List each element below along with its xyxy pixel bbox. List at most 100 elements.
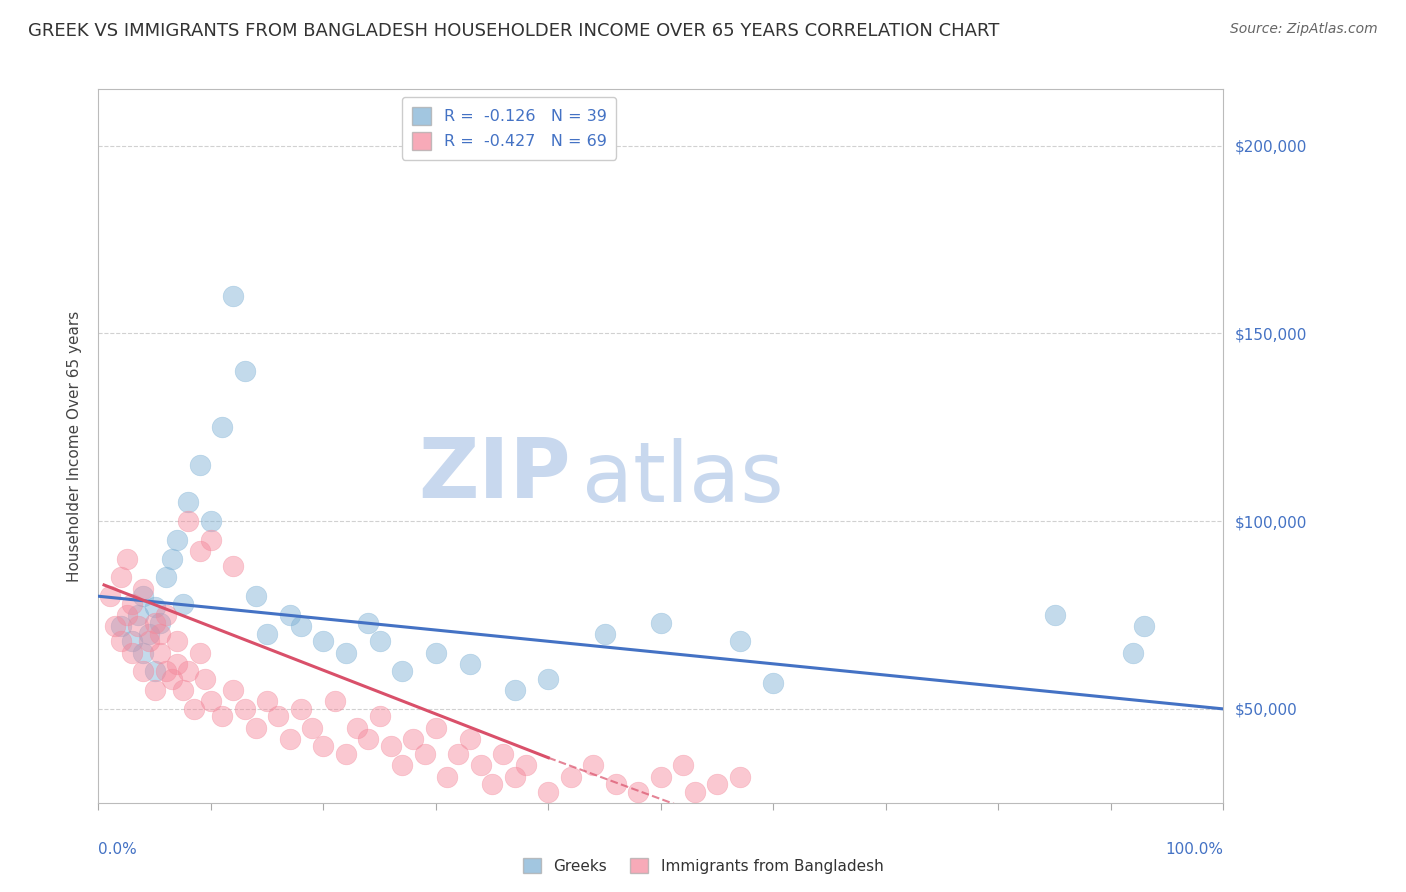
- Point: [368, 634, 391, 648]
- Point: [110, 634, 132, 648]
- Point: [278, 607, 301, 622]
- Point: [380, 739, 402, 754]
- Point: [470, 758, 492, 772]
- Point: [357, 731, 380, 746]
- Point: [593, 627, 616, 641]
- Point: [222, 559, 245, 574]
- Point: [155, 607, 177, 622]
- Point: [166, 634, 188, 648]
- Point: [155, 570, 177, 584]
- Point: [200, 533, 222, 547]
- Point: [672, 758, 695, 772]
- Point: [335, 646, 357, 660]
- Point: [188, 458, 211, 472]
- Point: [233, 702, 256, 716]
- Point: [312, 634, 335, 648]
- Point: [132, 665, 155, 679]
- Point: [391, 758, 413, 772]
- Point: [402, 731, 425, 746]
- Point: [149, 627, 172, 641]
- Point: [132, 646, 155, 660]
- Point: [278, 731, 301, 746]
- Point: [537, 672, 560, 686]
- Point: [200, 514, 222, 528]
- Point: [290, 702, 312, 716]
- Point: [290, 619, 312, 633]
- Text: GREEK VS IMMIGRANTS FROM BANGLADESH HOUSEHOLDER INCOME OVER 65 YEARS CORRELATION: GREEK VS IMMIGRANTS FROM BANGLADESH HOUS…: [28, 22, 1000, 40]
- Point: [560, 770, 582, 784]
- Point: [211, 709, 233, 723]
- Point: [447, 747, 470, 761]
- Point: [143, 615, 166, 630]
- Point: [143, 600, 166, 615]
- Point: [458, 731, 481, 746]
- Point: [1043, 607, 1066, 622]
- Point: [104, 619, 127, 633]
- Point: [650, 770, 672, 784]
- Point: [728, 634, 751, 648]
- Point: [537, 784, 560, 798]
- Legend: R =  -0.126   N = 39, R =  -0.427   N = 69: R = -0.126 N = 39, R = -0.427 N = 69: [402, 97, 616, 160]
- Point: [413, 747, 436, 761]
- Point: [515, 758, 537, 772]
- Point: [166, 657, 188, 671]
- Point: [121, 597, 143, 611]
- Point: [582, 758, 605, 772]
- Point: [706, 777, 728, 791]
- Point: [481, 777, 503, 791]
- Point: [149, 615, 172, 630]
- Point: [177, 665, 200, 679]
- Point: [160, 672, 183, 686]
- Point: [211, 420, 233, 434]
- Point: [115, 607, 138, 622]
- Point: [346, 721, 368, 735]
- Point: [312, 739, 335, 754]
- Point: [503, 770, 526, 784]
- Point: [245, 589, 267, 603]
- Point: [177, 514, 200, 528]
- Point: [256, 694, 278, 708]
- Point: [110, 619, 132, 633]
- Point: [188, 646, 211, 660]
- Point: [132, 589, 155, 603]
- Point: [115, 551, 138, 566]
- Point: [492, 747, 515, 761]
- Text: Source: ZipAtlas.com: Source: ZipAtlas.com: [1230, 22, 1378, 37]
- Point: [121, 646, 143, 660]
- Point: [200, 694, 222, 708]
- Text: ZIP: ZIP: [419, 434, 571, 515]
- Point: [301, 721, 323, 735]
- Point: [188, 544, 211, 558]
- Point: [425, 646, 447, 660]
- Point: [357, 615, 380, 630]
- Point: [177, 495, 200, 509]
- Point: [143, 665, 166, 679]
- Point: [194, 672, 217, 686]
- Point: [458, 657, 481, 671]
- Point: [132, 582, 155, 596]
- Point: [650, 615, 672, 630]
- Text: 0.0%: 0.0%: [98, 842, 138, 857]
- Point: [323, 694, 346, 708]
- Point: [160, 551, 183, 566]
- Point: [605, 777, 627, 791]
- Point: [172, 683, 194, 698]
- Point: [143, 683, 166, 698]
- Point: [762, 675, 785, 690]
- Point: [98, 589, 121, 603]
- Point: [183, 702, 205, 716]
- Point: [127, 607, 149, 622]
- Text: 100.0%: 100.0%: [1166, 842, 1223, 857]
- Point: [1122, 646, 1144, 660]
- Point: [172, 597, 194, 611]
- Point: [155, 665, 177, 679]
- Point: [627, 784, 650, 798]
- Point: [436, 770, 458, 784]
- Point: [166, 533, 188, 547]
- Point: [368, 709, 391, 723]
- Point: [233, 364, 256, 378]
- Point: [728, 770, 751, 784]
- Point: [127, 619, 149, 633]
- Point: [245, 721, 267, 735]
- Point: [222, 683, 245, 698]
